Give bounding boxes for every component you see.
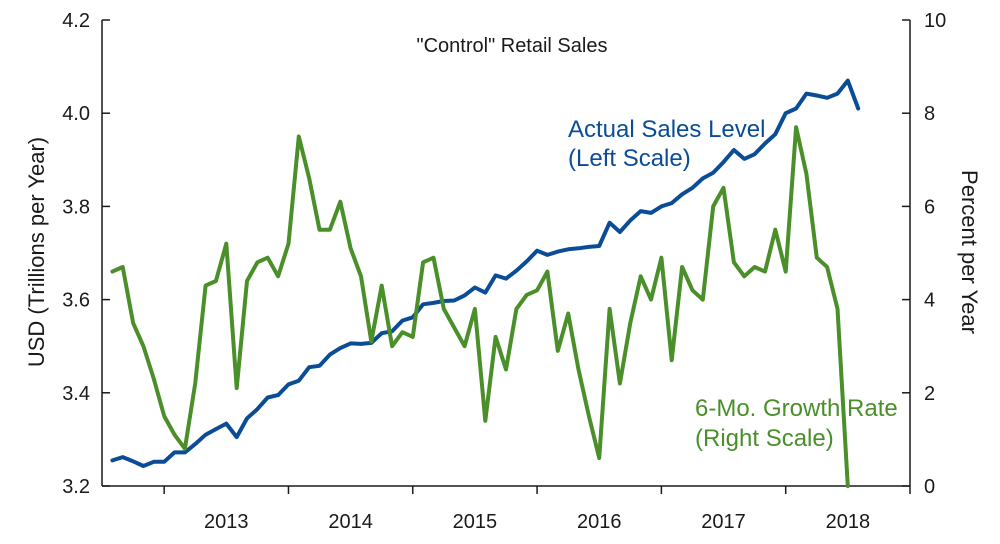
y-left-tick-label: 3.2 bbox=[62, 476, 90, 498]
series-line-growth-rate bbox=[110, 125, 850, 488]
growth-annotation-line1: 6-Mo. Growth Rate bbox=[695, 395, 898, 422]
y-right-tick-label: 0 bbox=[924, 476, 935, 498]
x-tick-label: 2015 bbox=[453, 511, 498, 533]
x-tick-label: 2017 bbox=[701, 511, 746, 533]
y-left-tick-label: 3.6 bbox=[62, 290, 90, 312]
x-tick-label: 2014 bbox=[328, 511, 373, 533]
y-right-tick-label: 2 bbox=[924, 383, 935, 405]
y-left-tick-label: 3.8 bbox=[62, 196, 90, 218]
y-right-tick-label: 10 bbox=[924, 10, 946, 32]
y-left-tick-label: 4.2 bbox=[62, 10, 90, 32]
y-axis-right-label: Percent per Year bbox=[957, 170, 982, 334]
series-line-sales-level bbox=[110, 78, 861, 468]
y-right-tick-label: 6 bbox=[924, 196, 935, 218]
x-tick-label: 2016 bbox=[577, 511, 622, 533]
y-left-tick-label: 4.0 bbox=[62, 103, 90, 125]
y-axis-left-label: USD (Trillions per Year) bbox=[24, 137, 49, 367]
x-tick-label: 2018 bbox=[826, 511, 871, 533]
growth-annotation-line2: (Right Scale) bbox=[695, 425, 834, 452]
chart-title: "Control" Retail Sales bbox=[417, 35, 608, 57]
y-right-tick-label: 8 bbox=[924, 103, 935, 125]
y-left-tick-label: 3.4 bbox=[62, 383, 90, 405]
level-annotation-line2: (Left Scale) bbox=[568, 145, 691, 172]
x-tick-label: 2013 bbox=[204, 511, 249, 533]
level-annotation-line1: Actual Sales Level bbox=[568, 116, 765, 143]
y-right-tick-label: 4 bbox=[924, 290, 935, 312]
